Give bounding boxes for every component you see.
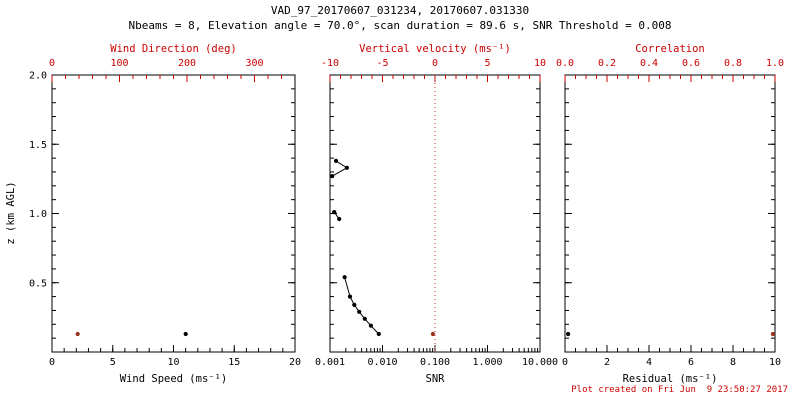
data-point [770,331,776,337]
data-point [357,309,362,314]
data-point [352,302,357,307]
x-tick-label-top: 0 [49,58,55,69]
x-tick-label-top: 0 [432,58,438,69]
x-tick-label-top: 0.4 [640,58,658,69]
wind-xlabel-bottom: Wind Speed (ms⁻¹) [120,373,227,385]
x-tick-label: 1.000 [472,357,502,368]
x-tick-label-top: -10 [321,58,339,69]
data-point [430,331,435,337]
y-axis-snr [330,74,540,353]
data-point [330,174,335,179]
series-wind-speed [183,331,188,337]
x-tick-label-top: 300 [245,58,263,69]
y-tick-label: 2.0 [29,71,47,82]
y-axis-wind: 0.5 1.0 1.5 2.0 [29,71,295,353]
y-tick-label: 1.5 [29,140,47,151]
residual-xlabel-top: Correlation [635,43,705,55]
data-point [566,331,571,337]
data-point [362,316,367,321]
x-tick-label-top: 200 [178,58,196,69]
x-tick-label: 5 [110,357,116,368]
series-wind-direction [75,331,80,337]
panel-snr: 0.001 0.010 0.100 1.000 10.000 SNR -10 -5 0 5 10 Ve… [315,43,558,385]
snr-xlabel-top: Vertical velocity (ms⁻¹) [359,43,511,55]
x-tick-label-top: 1.0 [766,58,784,69]
x-tick-label: 10 [167,357,179,368]
wind-xlabel-top: Wind Direction (deg) [110,43,236,55]
x-tick-label: 0.100 [420,357,450,368]
plot-frame [329,74,541,353]
x-tick-label-top: 10 [534,58,546,69]
x-tick-label: 10 [769,357,781,368]
series-vertical-velocity [430,331,435,337]
panel-residual: 0 2 4 6 8 10 Residual (ms⁻¹) 0.0 0.2 0.4 0.6 0.8 1.0… [556,43,784,385]
x-tick-label: 0.001 [315,357,345,368]
x-tick-label: 20 [289,357,301,368]
data-point [337,216,342,222]
snr-profile-line [331,160,348,177]
x-tick-label-top: 0.2 [598,58,616,69]
y-axis-residual [565,74,775,353]
x-tick-label-top: 0.6 [682,58,700,69]
x-axis-top-wind: 0 100 200 300 Wind Direction (deg) [49,43,282,82]
x-tick-label-top: 0.0 [556,58,574,69]
x-tick-label-top: -5 [376,58,388,69]
plot-footer: Plot created on Fri Jun 9 23:50:27 2017 [571,385,788,395]
x-axis-bottom-residual: 0 2 4 6 8 10 Residual (ms⁻¹) [562,345,781,385]
snr-xlabel-bottom: SNR [426,373,446,385]
x-tick-label: 4 [646,357,652,368]
data-point [342,275,347,280]
x-axis-top-residual: 0.0 0.2 0.4 0.6 0.8 1.0 Correlation [556,43,784,82]
panel-wind: 0 5 10 15 20 Wind Speed (ms⁻¹) 0 100 200 300 Wind … [29,43,301,385]
data-point [333,158,339,163]
x-axis-top-snr: -10 -5 0 5 10 Vertical velocity (ms⁻¹) [321,43,546,82]
data-point [332,210,337,215]
x-tick-label-top: 100 [110,58,128,69]
data-point [344,165,349,170]
x-tick-label: 2 [604,357,610,368]
x-tick-label-top: 0.8 [724,58,742,69]
x-axis-bottom-snr: 0.001 0.010 0.100 1.000 10.000 SNR [315,345,558,385]
residual-xlabel-bottom: Residual (ms⁻¹) [623,373,718,385]
x-tick-label: 15 [228,357,240,368]
plot-frame [51,74,296,353]
x-tick-label: 8 [730,357,736,368]
y-tick-label: 0.5 [29,278,47,289]
data-point [347,294,353,299]
series-correlation [770,331,776,337]
plot-title: VAD_97_20170607_031234, 20170607.031330 [271,4,529,17]
x-tick-label: 0.010 [367,357,397,368]
y-axis-title: z (km AGL) [5,181,17,244]
x-tick-label-top: 5 [484,58,490,69]
data-point [368,323,373,328]
y-tick-label: 1.0 [29,209,47,220]
series-residual [566,331,571,337]
x-tick-label: 0 [562,357,568,368]
x-tick-label: 10.000 [522,357,558,368]
series-snr-profile [330,158,381,337]
data-point [376,331,381,337]
snr-profile-line [344,277,380,335]
x-axis-bottom-wind: 0 5 10 15 20 Wind Speed (ms⁻¹) [49,345,301,385]
data-point [75,331,80,337]
plot-subtitle: Nbeams = 8, Elevation angle = 70.0°, sca… [128,19,671,32]
data-point [183,331,188,337]
x-tick-label: 0 [49,357,55,368]
plot-frame [564,74,776,353]
x-tick-label: 6 [688,357,694,368]
